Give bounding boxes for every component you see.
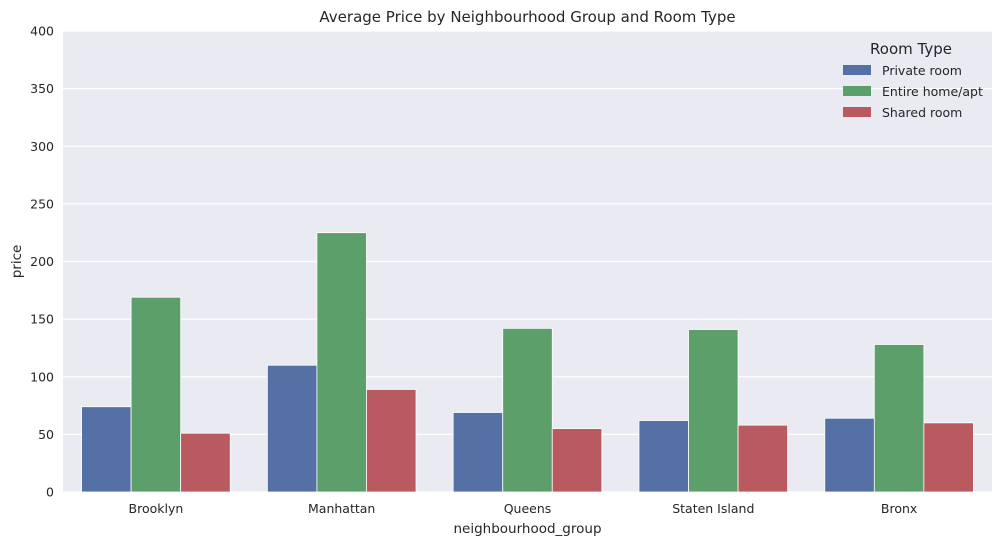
x-tick-label: Queens — [504, 501, 552, 516]
y-tick-label: 350 — [30, 81, 54, 96]
y-tick-label: 0 — [46, 485, 54, 500]
y-tick-label: 400 — [30, 24, 54, 39]
y-tick-label: 150 — [30, 312, 54, 327]
legend: Room Type Private room Entire home/apt Sha… — [843, 40, 983, 120]
bar — [81, 406, 132, 493]
y-axis-ticks: 0 50 100 150 200 250 300 350 400 — [30, 24, 54, 500]
y-tick-label: 200 — [30, 254, 54, 269]
x-tick-label: Bronx — [881, 501, 917, 516]
bar — [873, 344, 925, 493]
bars — [81, 232, 974, 493]
bar — [688, 329, 739, 493]
chart-title: Average Price by Neighbourhood Group and… — [319, 8, 735, 26]
y-axis-label: price — [9, 245, 25, 279]
bar — [737, 424, 789, 493]
bar — [266, 364, 318, 493]
bar — [316, 232, 367, 493]
y-tick-label: 250 — [30, 196, 54, 211]
y-tick-label: 300 — [30, 139, 54, 154]
bar — [452, 412, 504, 493]
x-tick-label: Manhattan — [308, 501, 375, 516]
y-tick-label: 50 — [38, 427, 54, 442]
bar — [551, 428, 603, 493]
bar — [366, 389, 417, 493]
bar — [923, 422, 974, 493]
x-axis-ticks: Brooklyn Manhattan Queens Staten Island Bron… — [129, 501, 918, 516]
legend-swatch — [843, 65, 871, 75]
x-tick-label: Staten Island — [672, 501, 754, 516]
legend-label: Entire home/apt — [882, 84, 983, 99]
legend-swatch — [843, 86, 871, 96]
legend-label: Shared room — [882, 105, 962, 120]
bar — [638, 420, 689, 493]
bar — [502, 327, 553, 493]
x-tick-label: Brooklyn — [129, 501, 184, 516]
y-tick-label: 100 — [30, 369, 54, 384]
x-axis-label: neighbourhood_group — [453, 521, 601, 537]
bar — [180, 432, 231, 493]
bar — [130, 296, 182, 493]
legend-label: Private room — [882, 63, 962, 78]
bar — [824, 417, 875, 493]
legend-title: Room Type — [870, 40, 952, 58]
legend-swatch — [843, 107, 871, 117]
